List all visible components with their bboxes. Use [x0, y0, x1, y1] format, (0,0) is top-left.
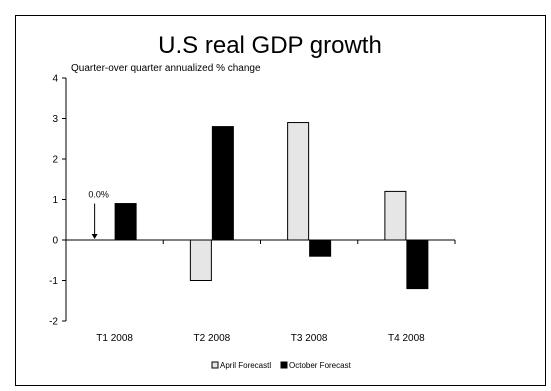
chart-subtitle: Quarter-over quarter annualized % change: [71, 63, 261, 74]
legend: April Forecastl October Forecast: [211, 361, 352, 370]
bar-april-2: [189, 239, 212, 281]
y-tick-label: 3: [52, 114, 58, 125]
bar-april-3: [287, 122, 310, 241]
x-tick-label: T1 2008: [96, 333, 133, 344]
annotations: 0.0%: [88, 189, 109, 239]
legend-swatch-april: [211, 361, 219, 369]
y-tick-label: 4: [52, 74, 58, 85]
y-tick-label: 2: [52, 155, 58, 166]
bar-october-3: [309, 239, 332, 257]
y-tick-label: 0: [52, 236, 58, 247]
bar-october-2: [211, 126, 234, 241]
x-tick-label: T2 2008: [194, 333, 231, 344]
bars: [114, 122, 429, 290]
bar-october-4: [406, 239, 429, 290]
chart-border: [15, 15, 546, 386]
x-axis-labels: T1 2008 T2 2008 T3 2008 T4 2008: [96, 333, 425, 344]
annotation-arrowhead: [91, 234, 98, 239]
bar-april-4: [384, 190, 407, 241]
legend-label-april: April Forecastl: [220, 361, 271, 370]
legend-swatch-october: [280, 361, 288, 369]
bar-october-1: [114, 203, 137, 241]
x-tick-label: T4 2008: [388, 333, 425, 344]
x-tick-label: T3 2008: [291, 333, 328, 344]
chart-title: U.S real GDP growth: [158, 32, 382, 59]
y-axis-ticks: -2 -1 0 1 2 3 4: [49, 74, 66, 328]
legend-label-october: October Forecast: [289, 361, 352, 370]
y-tick-label: 1: [52, 195, 58, 206]
y-tick-label: -2: [49, 317, 58, 328]
annotation-label: 0.0%: [88, 189, 109, 199]
y-tick-label: -1: [49, 276, 58, 287]
axes: [65, 78, 456, 321]
